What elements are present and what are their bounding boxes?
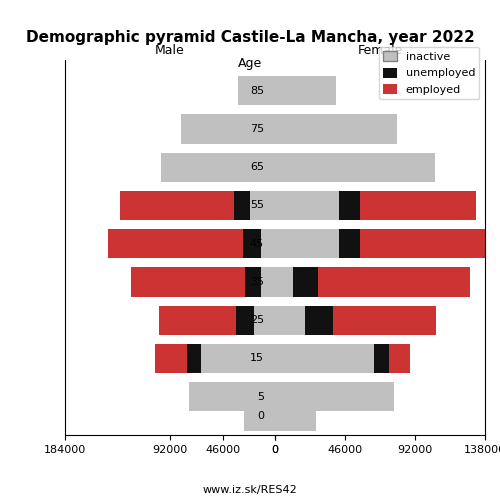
Bar: [187, 344, 201, 373]
Bar: [201, 344, 275, 373]
Bar: [360, 229, 497, 258]
Text: Age: Age: [238, 58, 262, 70]
Text: 55: 55: [250, 200, 264, 210]
Bar: [275, 76, 336, 105]
Bar: [234, 191, 250, 220]
Bar: [250, 191, 275, 220]
Text: 75: 75: [250, 124, 264, 134]
Bar: [161, 152, 275, 182]
Bar: [294, 268, 318, 296]
Text: 65: 65: [250, 162, 264, 172]
Bar: [360, 191, 476, 220]
Bar: [244, 401, 275, 430]
Bar: [182, 114, 275, 144]
Bar: [339, 229, 360, 258]
Bar: [389, 344, 410, 373]
Bar: [131, 268, 246, 296]
Bar: [262, 268, 275, 296]
Legend: inactive, unemployed, employed: inactive, unemployed, employed: [379, 47, 480, 99]
Bar: [243, 229, 262, 258]
Text: 15: 15: [250, 354, 264, 364]
Bar: [275, 401, 316, 430]
Title: Female: Female: [358, 44, 403, 58]
Bar: [318, 268, 470, 296]
Text: 45: 45: [250, 238, 264, 248]
Bar: [236, 306, 255, 335]
Bar: [339, 191, 360, 220]
Bar: [275, 191, 339, 220]
Text: 85: 85: [250, 86, 264, 96]
Text: 0: 0: [257, 411, 264, 421]
Bar: [158, 306, 236, 335]
Bar: [120, 191, 234, 220]
Bar: [306, 306, 333, 335]
Bar: [275, 268, 293, 296]
Bar: [262, 229, 275, 258]
Bar: [254, 306, 275, 335]
Bar: [246, 268, 262, 296]
Text: 35: 35: [250, 277, 264, 287]
Text: www.iz.sk/RES42: www.iz.sk/RES42: [202, 485, 298, 495]
Bar: [275, 344, 374, 373]
Bar: [275, 382, 394, 412]
Text: Demographic pyramid Castile-La Mancha, year 2022: Demographic pyramid Castile-La Mancha, y…: [26, 30, 474, 45]
Bar: [333, 306, 436, 335]
Bar: [238, 76, 275, 105]
Bar: [155, 344, 187, 373]
Bar: [190, 382, 275, 412]
Bar: [275, 152, 435, 182]
Bar: [275, 114, 396, 144]
Bar: [275, 306, 306, 335]
Text: 5: 5: [257, 392, 264, 402]
Bar: [374, 344, 389, 373]
Bar: [275, 229, 339, 258]
Text: 25: 25: [250, 315, 264, 325]
Title: Male: Male: [155, 44, 185, 58]
Bar: [108, 229, 243, 258]
